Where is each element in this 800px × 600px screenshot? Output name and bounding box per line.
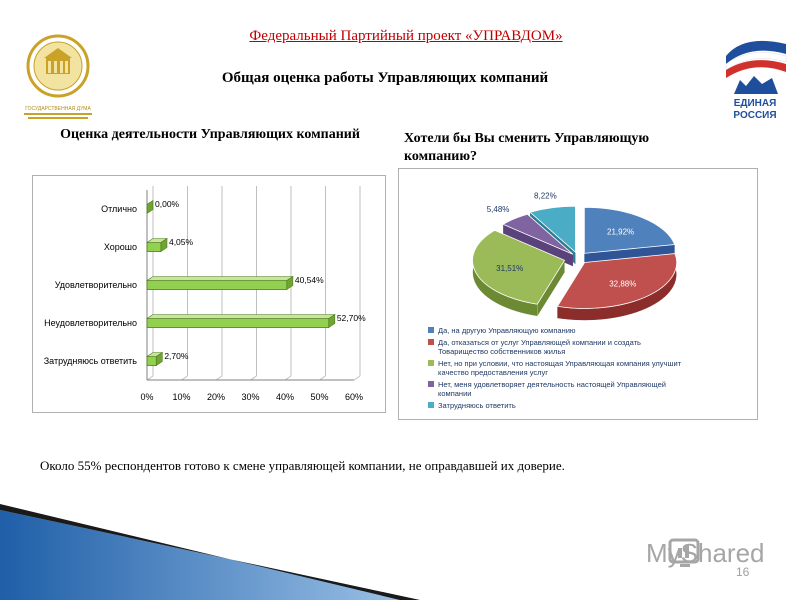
legend-label: Товарищество собственников жилья: [438, 347, 565, 356]
legend-swatch: [428, 339, 434, 345]
bar-end-face: [328, 313, 336, 329]
x-gridline-floor: [215, 375, 223, 381]
legend-label: Да, отказаться от услуг Управляющей комп…: [438, 338, 641, 347]
x-gridline-floor: [250, 375, 257, 381]
bar-data-label: 0,00%: [155, 199, 180, 209]
bar-data-label: 2,70%: [164, 351, 189, 361]
page-number: 16: [736, 565, 750, 579]
x-tick-label: 50%: [310, 392, 328, 402]
category-label: Удовлетворительно: [55, 280, 137, 290]
bar-data-label: 40,54%: [295, 275, 324, 285]
legend-swatch: [428, 381, 434, 387]
category-label: Затрудняюсь ответить: [44, 356, 138, 366]
legend-label: Нет, но при условии, что настоящая Управ…: [438, 359, 682, 368]
pie-slice: [556, 253, 678, 309]
x-tick-label: 60%: [345, 392, 363, 402]
page-title: Федеральный Партийный проект «УПРАВДОМ»: [249, 28, 563, 44]
party-logo: ЕДИНАЯ РОССИЯ: [725, 40, 787, 121]
legend-swatch: [428, 402, 434, 408]
x-tick-label: 40%: [276, 392, 294, 402]
decorative-corner-band: [0, 504, 420, 600]
pie-slice: [583, 206, 676, 254]
watermark-icon: [668, 538, 700, 567]
bar-data-label: 52,70%: [337, 313, 366, 323]
x-tick-label: 30%: [241, 392, 259, 402]
x-gridline-floor: [181, 375, 188, 381]
bar-end-face: [286, 275, 294, 291]
party-logo-text-1: ЕДИНАЯ: [734, 98, 777, 109]
bar: [146, 318, 330, 328]
page-subtitle: Общая оценка работы Управляющих компаний: [221, 70, 549, 86]
legend-swatch: [428, 327, 434, 333]
bar-chart: 0% 10% 20% 30% 40% 50% 60% Отлично 0,00% Хорошо 4,…: [44, 186, 366, 402]
pie-data-label: 8,22%: [534, 191, 557, 200]
bar-chart-title: Оценка деятельности Управляющих компаний: [60, 127, 360, 142]
bar: [146, 280, 288, 290]
pie-slice: [472, 229, 566, 305]
x-tick-label: 0%: [140, 392, 153, 402]
watermark-text: MyShared: [646, 538, 765, 568]
bar-data-label: 4,05%: [169, 237, 194, 247]
x-gridline-floor: [284, 375, 292, 381]
x-gridline-floor: [146, 375, 154, 381]
duma-logo-text: ГОСУДАРСТВЕННАЯ ДУМА: [25, 106, 91, 112]
bar-end-face: [160, 237, 168, 253]
pie-slice: [529, 205, 576, 254]
legend-label: компании: [438, 389, 471, 398]
bar-end-face: [156, 351, 163, 367]
summary-caption: Около 55% респондентов готово к смене уп…: [40, 458, 565, 473]
party-logo-text-2: РОССИЯ: [733, 110, 776, 121]
legend-label: Да, на другую Управляющую компанию: [438, 326, 576, 335]
pie-data-label: 5,48%: [487, 205, 510, 214]
bar: [146, 242, 162, 252]
category-label: Отлично: [101, 204, 137, 214]
legend-label: Нет, меня удовлетворяет деятельность нас…: [438, 380, 666, 389]
legend-label: качество предоставления услуг: [438, 368, 548, 377]
pie-slice-wall: [537, 260, 565, 317]
duma-logo: ГОСУДАРСТВЕННАЯ ДУМА: [24, 34, 92, 119]
bar-chart-frame: [32, 175, 386, 413]
x-gridline-floor: [353, 375, 361, 381]
bar-top-face: [146, 276, 294, 281]
legend-label: Затрудняюсь ответить: [438, 401, 516, 410]
pie-data-label: 21,92%: [607, 227, 634, 236]
category-label: Хорошо: [104, 242, 137, 252]
legend-swatch: [428, 360, 434, 366]
bar: [146, 356, 157, 366]
pie-data-label: 31,51%: [496, 264, 523, 273]
pie-slice-wall: [503, 224, 573, 267]
x-gridline-floor: [319, 375, 326, 381]
bar-top-face: [146, 314, 336, 319]
x-tick-label: 20%: [207, 392, 225, 402]
category-label: Неудовлетворительно: [44, 318, 137, 328]
bar-end-face: [146, 199, 154, 215]
pie-chart-title: Хотели бы Вы сменить Управляющую компани…: [404, 131, 650, 164]
pie-data-label: 32,88%: [609, 280, 636, 289]
pie-slice: [502, 213, 574, 255]
x-tick-label: 10%: [172, 392, 190, 402]
pie-chart-frame: [398, 168, 758, 420]
pie-chart: 8,22% 21,92% 5,48% 31,51% 32,88% Да, на другу…: [428, 191, 682, 410]
